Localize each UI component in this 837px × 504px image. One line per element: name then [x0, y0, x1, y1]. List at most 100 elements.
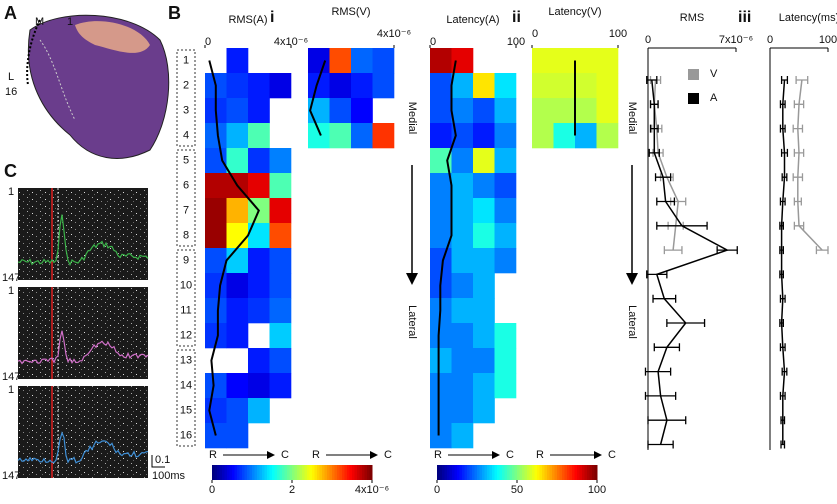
panel-label: B [168, 3, 181, 23]
colorbar-step [329, 465, 333, 480]
colorbar-step [364, 465, 368, 480]
colorbar-step [219, 465, 223, 480]
scale-bar [151, 455, 165, 468]
colorbar-step [462, 465, 465, 480]
heatmap-cell [329, 98, 352, 124]
colorbar-step [469, 465, 473, 480]
heatmap-cell [248, 373, 270, 399]
error-bar [779, 100, 786, 109]
raster-row-label: 1 [8, 384, 14, 396]
colorbar-step [362, 465, 365, 480]
colorbar-step [304, 465, 308, 480]
x-tick-label: 100 [609, 28, 627, 40]
colorbar-step [477, 465, 480, 480]
colorbar-step [262, 465, 265, 480]
colorbar-step [467, 465, 470, 480]
row-label: 8 [183, 229, 189, 241]
raster-row-label: 147 [2, 470, 20, 482]
region-label: M [35, 16, 44, 28]
legend-label: A [710, 92, 718, 104]
heatmap-cell [451, 173, 474, 199]
psth-trace [17, 330, 149, 365]
mean-line [437, 60, 457, 436]
heatmap-cell [372, 73, 395, 99]
heatmap-cell [205, 123, 227, 149]
axis-label: C [384, 449, 392, 461]
x-tick-label: 4x10⁻⁶ [274, 36, 308, 48]
error-bar [792, 173, 804, 182]
heatmap-cell [430, 173, 452, 199]
row-label: 5 [183, 154, 189, 166]
error-bar [793, 148, 805, 157]
colorbar-step [479, 465, 483, 480]
heatmap-cell [430, 423, 452, 449]
axis-label: C [506, 449, 514, 461]
heatmap-cell [494, 123, 517, 149]
error-bar [656, 221, 708, 230]
colorbar-step [559, 465, 563, 480]
heatmap-cell [494, 148, 517, 174]
heatmap-cell [494, 98, 517, 124]
colorbar-step [257, 465, 260, 480]
colorbar-step [254, 465, 258, 480]
heatmap-cell [226, 48, 249, 74]
heatmap-cell [430, 123, 452, 149]
direction-label: Medial [406, 102, 418, 134]
axis-label: R [434, 449, 442, 461]
colorbar-tick-label: 50 [511, 484, 523, 496]
error-bar [779, 391, 786, 400]
axis-label: R [312, 449, 320, 461]
colorbar-step [259, 465, 263, 480]
heatmap-cell [430, 248, 452, 274]
x-tick-label: 100 [507, 36, 525, 48]
heatmap-cell [205, 323, 227, 349]
colorbar-step [592, 465, 595, 480]
colorbar-step [482, 465, 485, 480]
heatmap-cell [494, 198, 517, 224]
colorbar-tick-label: 0 [434, 484, 440, 496]
colorbar-step [579, 465, 583, 480]
heatmap-cell [451, 198, 474, 224]
colorbar-step [314, 465, 318, 480]
heatmap-cell [473, 123, 495, 149]
heatmap-cell [451, 348, 474, 374]
row-group [176, 149, 196, 247]
heatmap-cell [269, 323, 292, 349]
colorbar-step [217, 465, 220, 480]
axis-label: C [281, 449, 289, 461]
colorbar-step [512, 465, 515, 480]
heatmap-cell [494, 373, 517, 399]
row-group [176, 349, 196, 447]
error-bar [815, 246, 829, 255]
row-label: 11 [180, 304, 191, 316]
heatmap-cell [596, 48, 619, 74]
error-bar [780, 440, 786, 449]
heatmap-cell [308, 48, 330, 74]
x-tick-label: 0 [430, 36, 436, 48]
colorbar-step [324, 465, 328, 480]
colorbar-step [494, 465, 498, 480]
x-tick-label: 0 [205, 36, 211, 48]
heatmap-cell [596, 73, 619, 99]
heatmap-cell [596, 98, 619, 124]
colorbar-step [532, 465, 535, 480]
heatmap-cell [205, 423, 227, 449]
colorbar-step [454, 465, 458, 480]
region-label: L [8, 71, 14, 83]
colorbar-tick-label: 100 [588, 484, 606, 496]
colorbar-step [544, 465, 548, 480]
colorbar-step [339, 465, 343, 480]
direction-label: Lateral [626, 305, 638, 339]
region-label: 16 [5, 86, 17, 98]
colorbar-step [357, 465, 360, 480]
colorbar-step [242, 465, 245, 480]
heatmap-title: Latency(A) [446, 14, 499, 26]
heatmap-cell [248, 298, 270, 324]
error-bar [792, 124, 804, 133]
colorbar-tick-label: 4x10⁻⁶ [355, 484, 389, 496]
row-label: 16 [180, 429, 192, 441]
heatmap-cell [451, 398, 474, 424]
heatmap-cell [248, 248, 270, 274]
colorbar-step [492, 465, 495, 480]
error-bar [779, 319, 784, 327]
